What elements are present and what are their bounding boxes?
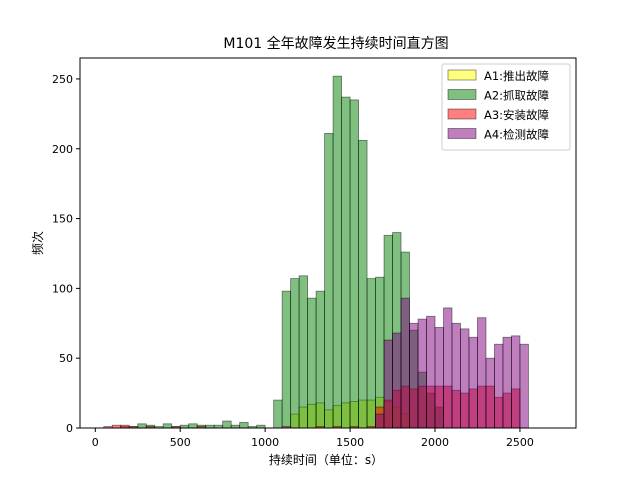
histogram-bar — [298, 275, 309, 429]
chart-title: M101 全年故障发生持续时间直方图 — [223, 35, 448, 52]
histogram-bar — [366, 278, 376, 429]
histogram-bar — [460, 328, 470, 429]
y-axis-label: 频次 — [31, 231, 45, 255]
y-tick-label: 200 — [52, 143, 73, 156]
histogram-bar — [222, 420, 232, 429]
legend: A1:推出故障 A2:抓取故障 A3:安装故障 A4:检测故障 — [441, 63, 571, 151]
plot-frame — [79, 57, 577, 429]
histogram-bar — [188, 423, 198, 429]
histogram-bar — [519, 343, 529, 429]
legend-swatch — [447, 89, 477, 100]
histogram-bar — [162, 423, 173, 429]
y-axis: 0 50 100 150 200 250 — [52, 73, 80, 435]
x-tick-label: 1000 — [251, 436, 279, 449]
histogram-bar — [400, 297, 410, 429]
histogram-bar — [451, 322, 461, 429]
y-tick-label: 150 — [52, 213, 73, 226]
x-axis: 0 500 1000 1500 2000 2500 — [92, 428, 534, 449]
histogram-bar — [290, 278, 300, 429]
histogram-bar — [417, 318, 427, 429]
histogram-bar — [315, 290, 325, 429]
x-tick-label: 0 — [92, 436, 99, 449]
histogram-bar — [324, 132, 334, 429]
histogram-bar — [281, 290, 292, 429]
x-tick-label: 1500 — [336, 436, 364, 449]
histogram-bar — [273, 399, 283, 429]
histogram-bar — [332, 75, 342, 429]
histogram-bar — [358, 139, 368, 429]
histogram-bar — [477, 317, 487, 429]
histogram-bar — [443, 307, 453, 429]
histogram-bar — [409, 322, 419, 429]
histogram-bar — [349, 99, 359, 429]
legend-swatch — [447, 128, 477, 139]
x-tick-label: 500 — [170, 436, 191, 449]
x-tick-label: 2500 — [506, 436, 534, 449]
histogram-bar — [383, 339, 393, 429]
histogram-bar — [468, 336, 478, 429]
histogram-bar — [494, 343, 504, 429]
legend-swatch — [447, 108, 477, 120]
legend-swatch — [447, 69, 477, 81]
y-tick-label: 100 — [52, 282, 73, 295]
histogram-bar — [502, 336, 512, 429]
histogram-bar — [341, 96, 351, 429]
x-axis-label: 持续时间（单位：s） — [269, 452, 383, 467]
histogram-bar — [485, 357, 495, 429]
legend-label: A1:推出故障 — [484, 69, 549, 83]
x-tick-label: 2000 — [421, 436, 449, 449]
histogram-bar — [426, 315, 436, 429]
y-tick-label: 0 — [66, 422, 73, 435]
histogram-bar — [375, 413, 385, 429]
y-tick-label: 250 — [52, 73, 73, 86]
legend-label: A4:检测故障 — [484, 128, 549, 142]
histogram-bar — [511, 335, 521, 429]
legend-label: A3:安装故障 — [484, 108, 549, 122]
legend-label: A2:抓取故障 — [484, 89, 549, 103]
y-tick-label: 50 — [59, 352, 73, 365]
histogram-bar — [307, 297, 317, 429]
histogram-bar — [137, 423, 147, 429]
histogram-bar — [375, 276, 385, 429]
histogram-bar — [392, 332, 402, 429]
histogram-bar — [434, 327, 444, 429]
histogram-bar — [239, 422, 249, 429]
